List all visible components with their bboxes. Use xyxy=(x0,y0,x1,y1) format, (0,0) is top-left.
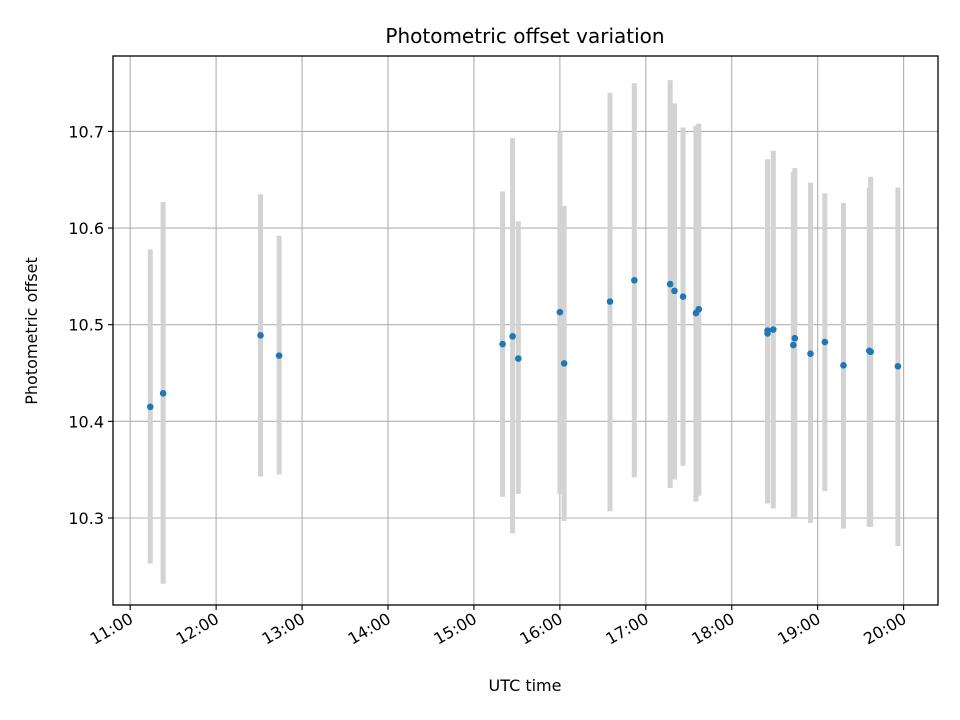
data-point xyxy=(556,308,564,316)
y-axis-ticks: 10.3 10.4 10.5 10.6 10.7 xyxy=(68,122,113,528)
data-point xyxy=(679,293,687,300)
data-point xyxy=(159,390,167,397)
data-point xyxy=(791,334,799,342)
data-points xyxy=(146,276,902,411)
y-tick-label: 10.6 xyxy=(68,219,104,238)
data-point xyxy=(821,338,829,346)
data-point xyxy=(695,305,703,313)
data-point xyxy=(257,332,264,339)
y-tick-label: 10.3 xyxy=(68,509,104,528)
data-point xyxy=(764,327,771,334)
data-point xyxy=(606,298,614,305)
chart-title: Photometric offset variation xyxy=(385,24,664,48)
data-point xyxy=(146,403,154,411)
data-point xyxy=(769,326,777,333)
data-point xyxy=(560,360,568,367)
y-axis-label: Photometric offset xyxy=(22,257,41,405)
data-point xyxy=(807,350,814,357)
data-point xyxy=(790,341,797,349)
data-point xyxy=(275,352,283,359)
data-point xyxy=(515,355,522,362)
plot-area-frame xyxy=(112,55,939,606)
y-tick-label: 10.4 xyxy=(68,412,104,431)
data-point xyxy=(867,348,874,356)
data-point xyxy=(894,362,902,370)
x-axis-label: UTC time xyxy=(489,676,562,695)
data-point xyxy=(509,332,516,340)
data-point xyxy=(671,287,678,295)
data-point xyxy=(499,340,506,348)
data-point xyxy=(631,276,638,284)
y-tick-label: 10.5 xyxy=(68,316,104,335)
data-point xyxy=(840,361,847,369)
data-point xyxy=(666,280,674,288)
y-tick-label: 10.7 xyxy=(68,122,104,141)
